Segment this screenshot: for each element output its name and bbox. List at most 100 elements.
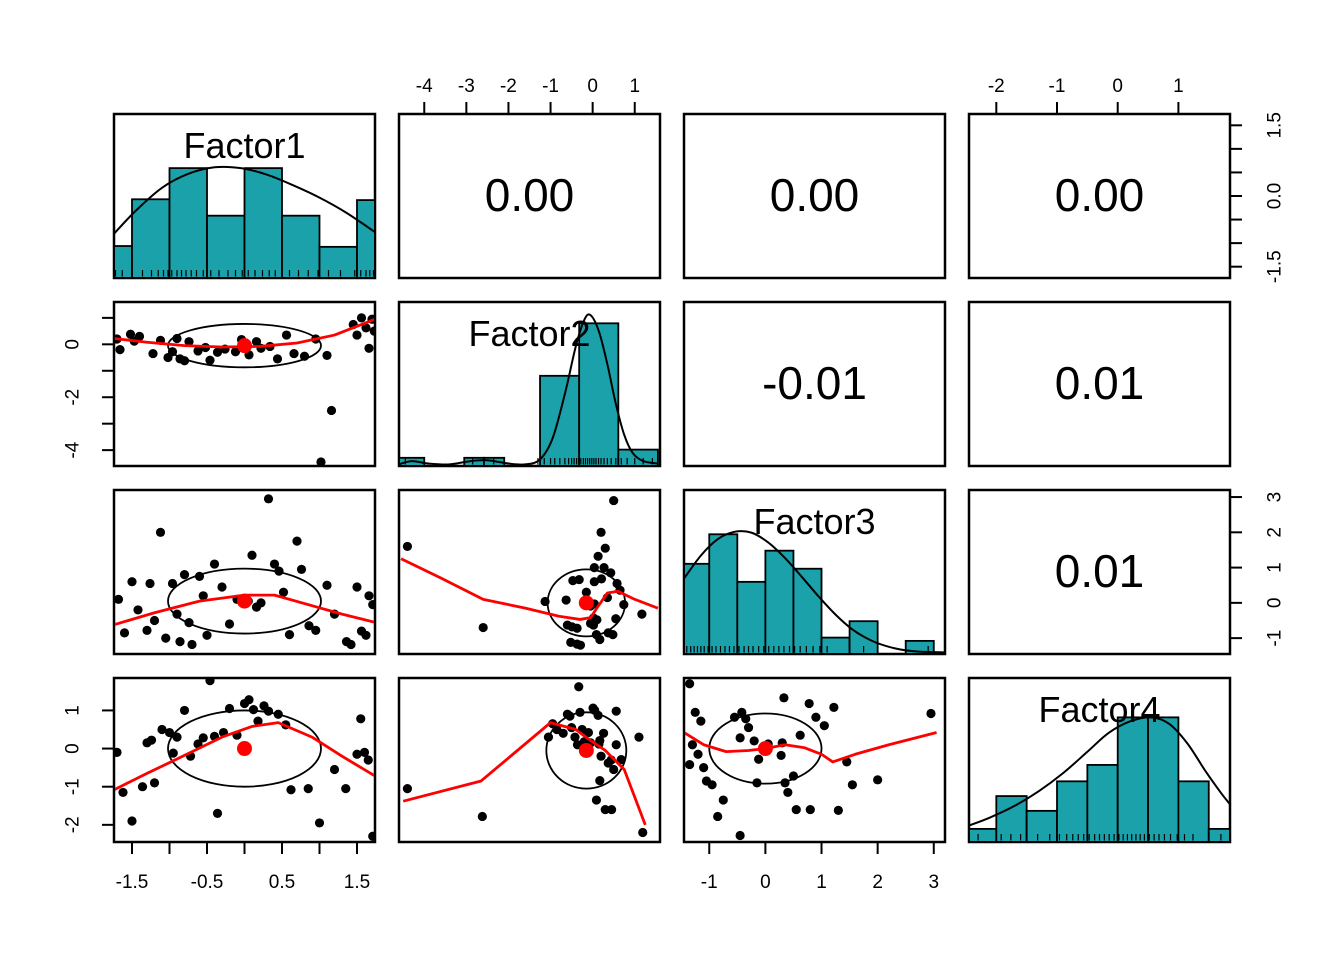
data-point: [127, 816, 137, 826]
data-point: [244, 695, 254, 705]
data-point: [149, 778, 160, 788]
data-point: [606, 804, 617, 815]
data-point: [819, 721, 829, 731]
data-point: [303, 784, 313, 794]
data-point: [574, 682, 584, 692]
hist-bar: [318, 245, 358, 277]
data-point: [600, 543, 610, 553]
data-point: [596, 574, 607, 584]
data-point: [115, 345, 125, 355]
data-point: [326, 405, 337, 416]
data-point: [735, 830, 745, 841]
axis-right-factor1: 1.5 0.0 -1.5: [1230, 112, 1286, 283]
data-point: [205, 355, 215, 365]
data-point: [187, 639, 197, 650]
data-point: [224, 619, 235, 629]
data-point: [142, 625, 152, 635]
data-point: [205, 679, 215, 686]
data-point: [595, 775, 605, 786]
axis-tick-label: -1: [542, 76, 559, 97]
data-point: [314, 818, 325, 828]
axis-tick-label: -1: [1265, 630, 1286, 647]
data-point: [591, 795, 602, 805]
correlation-value-f1-f4: 0.00: [1055, 169, 1145, 221]
data-point: [284, 630, 295, 640]
data-point: [795, 730, 805, 740]
data-point: [184, 337, 194, 347]
hist-bar: [115, 245, 133, 277]
hist-bar: [820, 636, 851, 653]
data-point: [157, 724, 167, 735]
data-point: [634, 732, 644, 742]
data-point: [118, 787, 128, 798]
factor1-label: Factor1: [183, 125, 305, 166]
data-point: [286, 785, 296, 795]
histogram-factor3: [685, 530, 944, 653]
factor2-label: Factor2: [468, 313, 590, 354]
data-point: [146, 735, 157, 745]
data-point: [478, 622, 488, 633]
hist-bar: [243, 167, 283, 277]
data-point: [693, 749, 703, 759]
mean-center-dot: [237, 338, 252, 354]
data-point: [149, 615, 160, 626]
data-point: [269, 559, 280, 569]
data-point: [329, 764, 340, 775]
data-point: [193, 346, 203, 356]
data-point: [202, 630, 212, 640]
data-point: [589, 577, 599, 587]
hist-bar: [356, 199, 374, 277]
data-point: [230, 347, 241, 357]
data-point: [361, 630, 371, 640]
data-point: [570, 732, 580, 742]
correlation-ellipse: [708, 712, 823, 785]
data-point: [155, 527, 166, 537]
axis-tick-label: 2: [872, 872, 883, 893]
axis-tick-label: 0: [587, 76, 598, 97]
correlation-value-f1-f2: 0.00: [485, 169, 575, 221]
data-point: [352, 749, 362, 759]
data-point: [137, 782, 148, 792]
data-point: [779, 693, 789, 703]
axis-tick-label: 0: [1265, 598, 1286, 609]
density-curve: [685, 530, 944, 653]
hist-bar: [685, 562, 711, 653]
hist-bar: [1177, 780, 1210, 841]
data-point: [596, 751, 606, 761]
panel-r1c3: [682, 112, 947, 280]
factor4-label: Factor4: [1038, 689, 1160, 730]
axis-tick-label: -1.5: [116, 872, 149, 893]
data-point: [179, 705, 190, 716]
data-point: [253, 716, 263, 726]
data-point: [575, 640, 586, 650]
data-point: [209, 559, 220, 569]
axis-tick-label: -1: [1049, 76, 1066, 97]
data-point: [125, 329, 136, 339]
correlation-ellipse: [167, 567, 322, 635]
loess-line: [402, 721, 647, 826]
data-point: [402, 541, 413, 552]
scatter-factor1-factor3: [115, 494, 374, 650]
axis-tick-label: -1.5: [1265, 250, 1286, 283]
data-point: [134, 331, 145, 341]
data-point: [611, 740, 621, 750]
data-point: [583, 727, 594, 738]
data-point: [322, 350, 332, 361]
correlation-ellipse: [167, 323, 322, 369]
axis-tick-label: -4: [416, 76, 433, 97]
data-point: [598, 728, 609, 738]
data-point: [581, 587, 591, 597]
data-point: [119, 628, 130, 638]
hist-bar: [168, 167, 208, 277]
axis-left-factor4: 1 0 -1 -2: [63, 705, 114, 833]
data-point: [352, 330, 362, 340]
mean-center-dot: [237, 593, 252, 609]
loess-line: [400, 557, 659, 621]
axis-tick-label: 3: [928, 872, 939, 893]
data-point: [603, 758, 613, 768]
hist-bar: [1147, 716, 1180, 841]
plot-draw-layer: -4 -3 -2 -1 0 1 -2 -1 0 11.50.0-1.53210-10-2-410-…: [63, 76, 1286, 893]
data-point: [322, 580, 332, 590]
axis-bottom-factor3: -1 0 1 2 3: [701, 842, 939, 893]
